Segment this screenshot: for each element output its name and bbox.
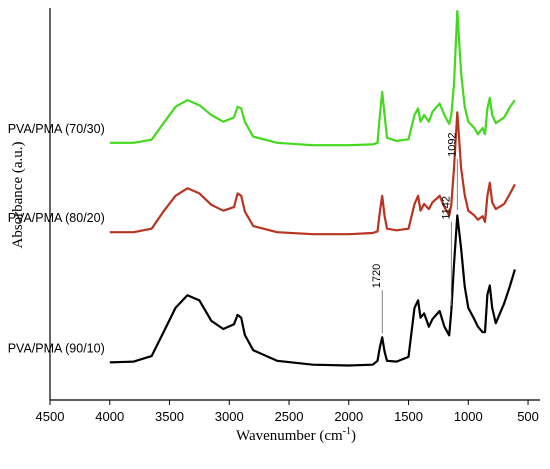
peak-annotations: 1720 1142 1092 bbox=[371, 132, 458, 334]
x-tick-label-4500: 4500 bbox=[36, 409, 65, 424]
y-axis-title: Absorbance (a.u.) bbox=[10, 141, 26, 248]
plot-frame bbox=[49, 8, 540, 401]
spectra bbox=[109, 10, 516, 367]
x-tick-label-3000: 3000 bbox=[215, 409, 244, 424]
x-tick-label-500: 500 bbox=[517, 409, 539, 424]
annotation-label-1142: 1142 bbox=[440, 196, 452, 220]
x-axis-title: Wavenumber (cm-1) bbox=[236, 426, 356, 444]
x-tick-label-1000: 1000 bbox=[454, 409, 483, 424]
series-line-pva-pma-90-10 bbox=[109, 214, 516, 367]
series-labels: PVA/PMA (70/30) PVA/PMA (80/20) PVA/PMA (9… bbox=[8, 122, 105, 356]
x-axis-title-sup: -1 bbox=[343, 426, 351, 437]
x-tick-label-3500: 3500 bbox=[155, 409, 184, 424]
x-tick-label-4000: 4000 bbox=[95, 409, 124, 424]
x-axis-ticks: 4500 4000 3500 3000 2500 2000 1500 1000 500 bbox=[36, 400, 539, 424]
series-label-pva-pma-70-30: PVA/PMA (70/30) bbox=[8, 122, 105, 136]
series-label-pva-pma-90-10: PVA/PMA (90/10) bbox=[8, 341, 105, 355]
x-tick-label-1500: 1500 bbox=[394, 409, 423, 424]
series-line-pva-pma-70-30 bbox=[109, 10, 516, 147]
series-line-pva-pma-80-20 bbox=[109, 111, 516, 236]
annotation-label-1720: 1720 bbox=[371, 264, 383, 288]
annotation-label-1092: 1092 bbox=[446, 132, 458, 156]
x-tick-label-2000: 2000 bbox=[334, 409, 363, 424]
x-axis-title-main: Wavenumber (cm bbox=[236, 428, 343, 444]
series-label-pva-pma-80-20: PVA/PMA (80/20) bbox=[8, 211, 105, 225]
x-axis-title-close: ) bbox=[351, 428, 356, 444]
x-tick-label-2500: 2500 bbox=[275, 409, 304, 424]
